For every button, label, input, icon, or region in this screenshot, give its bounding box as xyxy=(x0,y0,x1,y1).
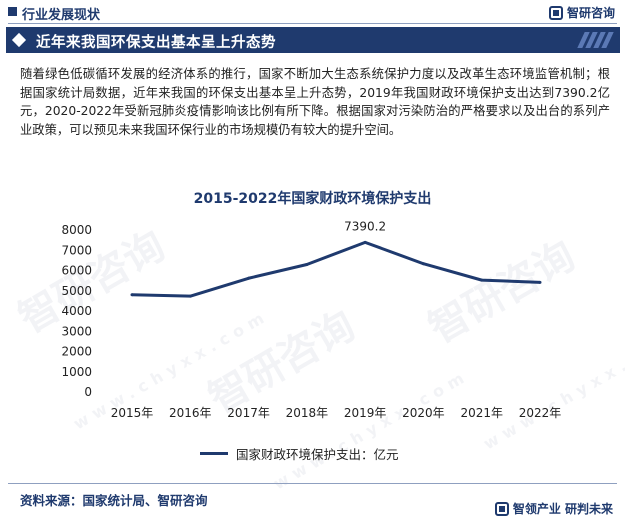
slogan-text: 智领产业 研判未来 xyxy=(512,502,613,516)
chart-title: 2015-2022年国家财政环境保护支出 xyxy=(193,191,432,207)
y-tick-label: 6000 xyxy=(61,264,92,278)
data-point xyxy=(421,262,425,266)
source-note: 资料来源：国家统计局、智研咨询 xyxy=(20,493,208,508)
legend-line-icon xyxy=(200,452,228,455)
banner-title: 近年来我国环保支出基本呈上升态势 xyxy=(36,35,276,51)
y-tick-label: 1000 xyxy=(61,365,92,379)
line-chart: 0 1000 2000 3000 4000 5000 6000 7000 8000 2015年 20… xyxy=(61,219,562,420)
section-marker-icon xyxy=(8,7,17,16)
data-point xyxy=(188,294,192,298)
top-divider xyxy=(8,23,617,24)
y-tick-label: 5000 xyxy=(61,284,92,298)
brand-logo-icon xyxy=(548,5,563,20)
category-label: 行业发展现状 xyxy=(22,8,101,23)
x-tick-label: 2022年 xyxy=(519,406,562,420)
data-point xyxy=(305,262,309,266)
brand-logo-icon xyxy=(494,501,509,516)
x-tick-label: 2015年 xyxy=(111,406,154,420)
data-label: 7390.2 xyxy=(344,219,386,233)
data-point xyxy=(538,280,542,284)
y-tick-label: 4000 xyxy=(61,304,92,318)
brand-name: 智研咨询 xyxy=(566,6,615,20)
bottom-divider xyxy=(8,483,617,484)
footer-slogan: 智领产业 研判未来 xyxy=(494,500,613,517)
y-tick-label: 7000 xyxy=(61,243,92,257)
x-tick-label: 2020年 xyxy=(402,406,445,420)
diamond-icon xyxy=(11,32,27,48)
body-paragraph: 随着绿色低碳循环发展的经济体系的推行，国家不断加大生态系统保护力度以及改革生态环… xyxy=(20,67,610,137)
brand-logo: 智研咨询 xyxy=(548,4,615,21)
data-point xyxy=(480,278,484,282)
legend-label: 国家财政环境保护支出：亿元 xyxy=(236,447,399,462)
data-point xyxy=(247,276,251,280)
x-tick-label: 2019年 xyxy=(344,406,387,420)
y-tick-label: 3000 xyxy=(61,324,92,338)
y-tick-label: 0 xyxy=(84,385,92,399)
chart-legend: 国家财政环境保护支出：亿元 xyxy=(200,444,399,463)
x-tick-label: 2017年 xyxy=(227,406,270,420)
y-tick-label: 8000 xyxy=(61,223,92,237)
data-point xyxy=(130,293,134,297)
stripes-decoration-icon xyxy=(577,32,614,48)
top-bar: 行业发展现状 智研咨询 xyxy=(0,0,625,26)
x-tick-label: 2021年 xyxy=(460,406,503,420)
series-line xyxy=(131,240,541,298)
x-tick-label: 2018年 xyxy=(286,406,329,420)
x-tick-label: 2016年 xyxy=(169,406,212,420)
y-tick-label: 2000 xyxy=(61,345,92,359)
data-point xyxy=(363,240,367,244)
section-banner: 近年来我国环保支出基本呈上升态势 xyxy=(6,27,620,53)
